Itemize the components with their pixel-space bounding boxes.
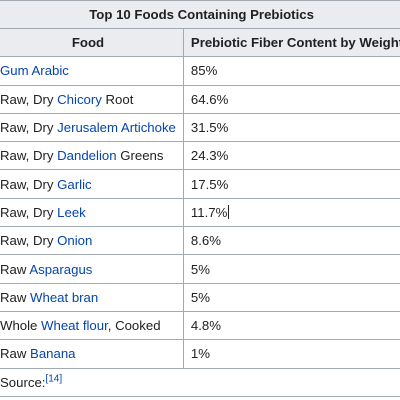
header-row: Food Prebiotic Fiber Content by Weight bbox=[0, 27, 400, 58]
food-prefix: Whole bbox=[0, 318, 42, 334]
food-prefix: Raw bbox=[0, 346, 31, 362]
food-link[interactable]: Jerusalem Artichoke bbox=[57, 120, 176, 136]
fiber-value-cell[interactable]: 11.7% bbox=[182, 197, 400, 228]
food-link[interactable]: Banana bbox=[30, 346, 76, 362]
food-cell: Raw, Dry Chicory Root bbox=[0, 84, 184, 114]
food-cell: Gum Arabic bbox=[0, 56, 184, 86]
food-prefix: Raw bbox=[0, 289, 31, 305]
fiber-value-cell: 64.6% bbox=[182, 84, 400, 114]
food-link[interactable]: Wheat flour bbox=[41, 318, 108, 334]
source-label: Source: bbox=[0, 374, 46, 390]
food-cell: Raw Wheat bran bbox=[0, 282, 184, 312]
table-row: Gum Arabic 85% bbox=[0, 56, 400, 86]
text-cursor bbox=[228, 204, 230, 219]
table-row: Raw, Dry Onion 8.6% bbox=[0, 226, 400, 256]
table-row: Raw, Dry Jerusalem Artichoke 31.5% bbox=[0, 112, 400, 143]
food-prefix: Raw, Dry bbox=[0, 148, 58, 164]
table-row: Raw Banana 1% bbox=[0, 339, 400, 369]
food-cell: Raw, Dry Dandelion Greens bbox=[0, 141, 184, 171]
food-cell: Raw, Dry Onion bbox=[0, 226, 184, 256]
fiber-value-cell: 4.8% bbox=[182, 310, 400, 341]
fiber-value-text: 11.7% bbox=[190, 204, 228, 220]
food-column-header[interactable]: Food bbox=[0, 27, 184, 58]
food-prefix: Raw, Dry bbox=[0, 176, 58, 192]
food-cell: Raw, Dry Leek bbox=[0, 197, 184, 228]
food-link[interactable]: Asparagus bbox=[29, 261, 93, 277]
food-prefix: Raw, Dry bbox=[0, 233, 58, 249]
source-row: Source:[14] bbox=[0, 367, 400, 397]
reference-link[interactable]: [14] bbox=[45, 373, 63, 385]
food-cell: Raw Banana bbox=[0, 339, 184, 369]
food-suffix: Root bbox=[101, 91, 134, 107]
food-cell: Raw Asparagus bbox=[0, 254, 184, 284]
table-row: Raw, Dry Chicory Root 64.6% bbox=[0, 84, 400, 114]
fiber-value-cell: 5% bbox=[182, 282, 400, 312]
food-cell: Whole Wheat flour, Cooked bbox=[0, 310, 184, 341]
table-row: Raw, Dry Dandelion Greens 24.3% bbox=[0, 141, 400, 171]
food-prefix: Raw bbox=[0, 261, 30, 277]
food-prefix: Raw, Dry bbox=[0, 120, 58, 136]
source-cell: Source:[14] bbox=[0, 367, 400, 397]
food-link[interactable]: Dandelion bbox=[57, 148, 117, 164]
fiber-value-cell: 1% bbox=[182, 339, 400, 369]
food-suffix: Greens bbox=[116, 148, 164, 164]
fiber-value-cell: 31.5% bbox=[182, 112, 400, 143]
food-link[interactable]: Chicory bbox=[57, 91, 102, 107]
fiber-value-cell: 24.3% bbox=[182, 141, 400, 171]
table-row: Raw, Dry Leek 11.7% bbox=[0, 197, 400, 228]
food-cell: Raw, Dry Jerusalem Artichoke bbox=[0, 112, 184, 143]
food-link[interactable]: Wheat bran bbox=[30, 289, 99, 305]
food-link[interactable]: Garlic bbox=[57, 176, 92, 192]
fiber-value-cell: 85% bbox=[182, 56, 400, 86]
food-link[interactable]: Leek bbox=[57, 204, 86, 220]
fiber-value-cell: 8.6% bbox=[182, 226, 400, 256]
food-suffix: , Cooked bbox=[107, 318, 161, 334]
table-row: Whole Wheat flour, Cooked 4.8% bbox=[0, 310, 400, 341]
fiber-value-cell: 17.5% bbox=[182, 169, 400, 199]
food-link[interactable]: Gum Arabic bbox=[0, 63, 69, 79]
table-caption: Top 10 Foods Containing Prebiotics bbox=[0, 0, 400, 28]
table-row: Raw Asparagus 5% bbox=[0, 254, 400, 284]
food-prefix: Raw, Dry bbox=[0, 204, 58, 220]
table-row: Raw, Dry Garlic 17.5% bbox=[0, 169, 400, 199]
food-cell: Raw, Dry Garlic bbox=[0, 169, 184, 199]
food-prefix: Raw, Dry bbox=[0, 91, 58, 107]
food-link[interactable]: Onion bbox=[57, 233, 93, 249]
fiber-value-cell: 5% bbox=[182, 254, 400, 284]
table-row: Raw Wheat bran 5% bbox=[0, 282, 400, 312]
fiber-column-header[interactable]: Prebiotic Fiber Content by Weight bbox=[182, 27, 400, 58]
